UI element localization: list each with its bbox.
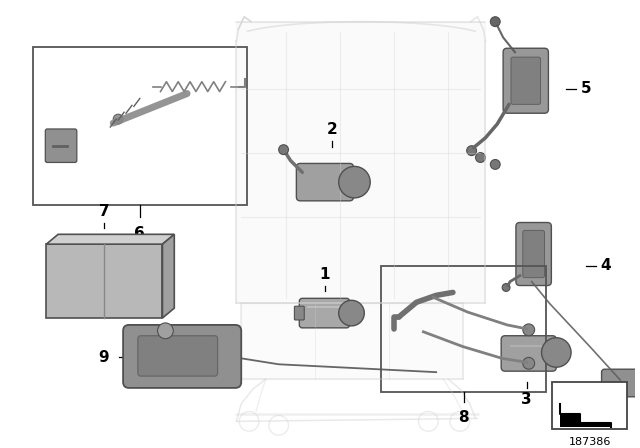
FancyBboxPatch shape — [300, 298, 349, 328]
Circle shape — [502, 284, 510, 292]
FancyBboxPatch shape — [503, 48, 548, 113]
Circle shape — [490, 159, 500, 169]
Circle shape — [278, 145, 289, 155]
Text: 2: 2 — [326, 122, 337, 137]
FancyBboxPatch shape — [296, 164, 353, 201]
FancyBboxPatch shape — [511, 57, 541, 104]
Bar — [381, 266, 547, 392]
Polygon shape — [163, 234, 174, 318]
Bar — [552, 382, 627, 429]
Circle shape — [157, 323, 173, 339]
Circle shape — [467, 146, 477, 155]
Text: 7: 7 — [99, 203, 109, 219]
Polygon shape — [241, 303, 463, 379]
Circle shape — [523, 358, 534, 369]
Circle shape — [476, 153, 485, 163]
Text: 6: 6 — [134, 226, 145, 241]
Circle shape — [523, 324, 534, 336]
Text: 4: 4 — [600, 258, 611, 273]
Circle shape — [541, 338, 571, 367]
Polygon shape — [236, 22, 485, 303]
FancyBboxPatch shape — [523, 230, 545, 278]
Bar — [46, 244, 163, 318]
Text: 9: 9 — [99, 350, 109, 365]
FancyBboxPatch shape — [501, 336, 556, 371]
Text: 5: 5 — [581, 81, 591, 96]
FancyBboxPatch shape — [123, 325, 241, 388]
Circle shape — [490, 17, 500, 26]
Polygon shape — [560, 414, 611, 427]
Circle shape — [339, 166, 370, 198]
Bar — [33, 47, 247, 205]
FancyBboxPatch shape — [602, 369, 639, 397]
Text: 187386: 187386 — [568, 437, 611, 447]
FancyBboxPatch shape — [516, 223, 552, 285]
Text: 8: 8 — [458, 409, 469, 425]
FancyBboxPatch shape — [294, 306, 304, 320]
Text: 3: 3 — [522, 392, 532, 407]
Circle shape — [339, 300, 364, 326]
Polygon shape — [46, 234, 174, 244]
FancyBboxPatch shape — [45, 129, 77, 163]
Text: 1: 1 — [319, 267, 330, 282]
FancyBboxPatch shape — [138, 336, 218, 376]
Circle shape — [113, 114, 123, 124]
